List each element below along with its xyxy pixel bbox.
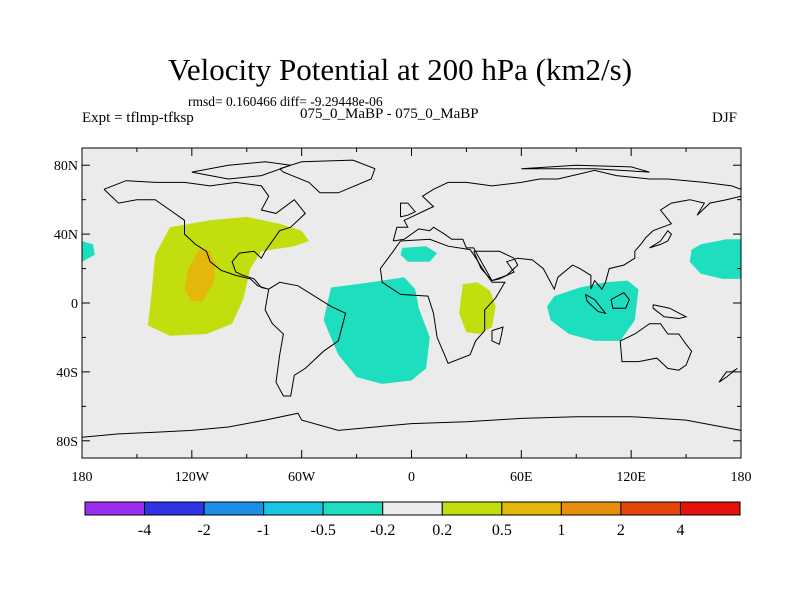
- chart-title: Velocity Potential at 200 hPa (km2/s): [167, 52, 633, 87]
- coastline-japan: [649, 229, 673, 249]
- colorbar-swatch: [679, 501, 741, 516]
- y-tick-label: 80S: [56, 435, 78, 450]
- colorbar-label: 1: [557, 522, 565, 539]
- colorbar: -4 -2 -1 -0.5 -0.2 0.2 0.5 1 2 4: [84, 501, 741, 539]
- coastline-arctic-islands-east: [521, 164, 650, 173]
- y-tick-label: 40N: [54, 228, 78, 243]
- coastline-new-guinea: [652, 304, 688, 320]
- x-tick-label: 0: [408, 470, 415, 485]
- coastline-australia: [619, 323, 693, 371]
- coastline-greenland: [279, 159, 376, 194]
- colorbar-label: 2: [617, 522, 625, 539]
- colorbar-label: 0.2: [432, 522, 452, 539]
- coastline-south-america: [264, 281, 347, 397]
- colorbar-swatch: [620, 501, 681, 516]
- contour-region-negative-0.5-0.2-7: [82, 241, 95, 262]
- colorbar-label: 0.5: [492, 522, 512, 539]
- coastline-antarctica: [81, 412, 742, 438]
- contour-region-positive-0.2-0.5-2: [459, 282, 496, 334]
- y-tick-label: 0: [71, 297, 78, 312]
- colorbar-label: 4: [676, 522, 684, 539]
- coastline-uk: [400, 202, 417, 218]
- coastlines: [81, 159, 742, 438]
- x-tick-label: 120W: [175, 470, 210, 485]
- contour-region-negative-0.5-0.2-3: [323, 277, 430, 384]
- colorbar-swatch: [382, 501, 443, 516]
- x-tick-label: 180: [731, 470, 752, 485]
- coastline-arctic-islands-west: [191, 161, 291, 180]
- colorbar-swatch: [144, 501, 205, 516]
- coastline-eurasia: [392, 169, 742, 291]
- colorbar-swatch: [560, 501, 622, 516]
- coastline-sumatra: [584, 293, 607, 315]
- colorbar-swatch: [203, 501, 265, 516]
- right-label: DJF: [712, 110, 738, 126]
- coastline-new-zealand: [718, 367, 738, 383]
- colorbar-swatch: [322, 501, 384, 516]
- colorbar-swatch: [84, 501, 146, 516]
- axis-ticks: 80N 40N 0 40S 80S 180 120W 60W 0 60E 120E 180: [54, 148, 752, 485]
- colorbar-label: -0.2: [370, 522, 395, 539]
- colorbar-swatch: [441, 501, 503, 516]
- y-tick-label: 40S: [56, 366, 78, 381]
- contour-region-negative-0.5-0.2-5: [547, 280, 639, 341]
- left-label: Expt = tflmp-tfksp: [82, 110, 194, 126]
- contour-region-negative-0.5-0.2-6: [689, 239, 741, 279]
- contour-region-negative-0.5-0.2-4: [400, 246, 438, 262]
- x-tick-label: 180: [72, 470, 93, 485]
- colorbar-label: -2: [197, 522, 210, 539]
- x-tick-label: 60W: [288, 470, 316, 485]
- x-tick-label: 60E: [510, 470, 533, 485]
- y-tick-label: 80N: [54, 159, 78, 174]
- colorbar-swatch: [501, 501, 562, 516]
- coastline-north-america: [103, 180, 306, 290]
- coastline-arabia: [473, 250, 519, 282]
- coastline-africa: [379, 238, 506, 364]
- colorbar-label: -4: [138, 522, 151, 539]
- x-tick-label: 120E: [616, 470, 646, 485]
- contour-region-positive-0.5-1-1: [184, 249, 216, 302]
- center-label: 075_0_MaBP - 075_0_MaBP: [300, 106, 479, 122]
- colorbar-swatch: [263, 501, 324, 516]
- colorbar-label: -0.5: [311, 522, 336, 539]
- coastline-madagascar: [491, 326, 504, 346]
- stats-line: rmsd= 0.160466 diff= -9.29448e-06: [188, 94, 383, 109]
- coastline-borneo: [610, 292, 630, 309]
- colorbar-label: -1: [257, 522, 270, 539]
